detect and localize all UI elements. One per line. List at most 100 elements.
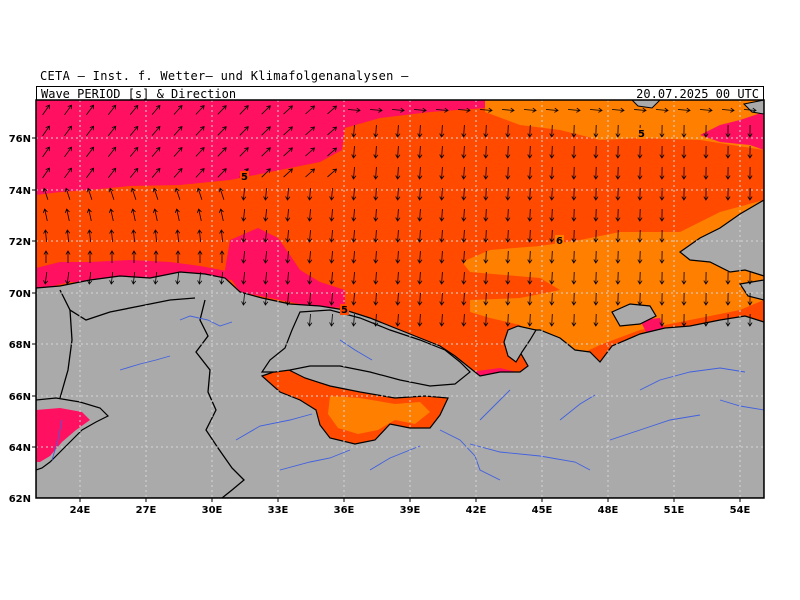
direction-arrow <box>109 229 115 243</box>
lon-label-36e: 36E <box>334 505 355 516</box>
contour-label-6: 6 <box>556 236 563 247</box>
direction-arrow <box>505 229 511 243</box>
direction-arrow <box>327 126 338 136</box>
direction-arrow <box>373 313 379 327</box>
direction-arrow <box>461 313 467 327</box>
lat-label-74n: 74N <box>9 186 31 197</box>
direction-arrow <box>461 124 467 138</box>
direction-arrow <box>571 313 577 327</box>
lat-label-70n: 70N <box>9 289 31 300</box>
direction-arrow <box>65 250 71 263</box>
direction-arrow <box>196 208 202 221</box>
direction-arrow <box>129 125 139 136</box>
direction-arrow <box>108 187 115 200</box>
lon-label-51e: 51E <box>664 505 685 516</box>
contour-label-5-b: 5 <box>638 129 645 140</box>
direction-arrow <box>725 313 731 327</box>
direction-arrow <box>395 187 401 201</box>
direction-arrow <box>219 229 225 243</box>
direction-arrow <box>195 126 205 136</box>
direction-arrow <box>197 250 203 263</box>
direction-arrow <box>152 208 158 221</box>
direction-arrow <box>637 145 643 159</box>
direction-arrow <box>239 126 249 136</box>
border-finland-russia <box>195 299 245 498</box>
direction-arrow <box>263 271 269 285</box>
direction-arrow <box>217 168 227 178</box>
direction-arrow <box>747 292 753 306</box>
direction-arrow <box>417 124 423 138</box>
direction-arrow <box>42 104 50 116</box>
land-svalbard <box>631 100 661 109</box>
direction-arrow <box>479 107 493 113</box>
direction-arrow <box>129 146 139 157</box>
direction-arrow <box>417 145 423 159</box>
direction-arrow <box>395 271 401 285</box>
direction-arrow <box>677 107 691 113</box>
direction-arrow <box>263 187 269 201</box>
lat-label-64n: 64N <box>9 443 31 454</box>
land-franz-josef <box>742 100 764 115</box>
direction-arrow <box>571 250 577 264</box>
direction-arrow <box>637 208 643 222</box>
direction-arrow <box>417 166 423 180</box>
direction-arrow <box>703 145 709 159</box>
direction-arrow <box>417 313 423 327</box>
direction-arrow <box>571 292 577 306</box>
land-east-coast <box>738 279 764 301</box>
direction-arrow <box>439 313 445 327</box>
direction-arrow <box>395 208 401 222</box>
direction-arrow <box>483 250 489 264</box>
direction-arrow <box>571 208 577 222</box>
direction-arrow <box>747 124 753 138</box>
direction-arrow <box>369 107 383 113</box>
direction-arrow <box>435 107 449 113</box>
direction-arrow <box>439 124 445 138</box>
direction-arrow <box>747 166 753 180</box>
direction-arrow <box>747 145 753 159</box>
lat-label-76n: 76N <box>9 134 31 145</box>
direction-arrow <box>197 271 203 285</box>
direction-arrow <box>395 250 401 264</box>
direction-arrow <box>593 292 599 306</box>
direction-arrow <box>659 124 665 138</box>
direction-arrow <box>42 208 48 221</box>
lat-label-68n: 68N <box>9 340 31 351</box>
direction-arrow <box>329 208 335 222</box>
direction-arrow <box>461 208 467 222</box>
direction-arrow <box>307 208 313 222</box>
lat-label-62n: 62N <box>9 494 31 505</box>
direction-arrow <box>395 292 401 306</box>
direction-arrow <box>637 250 643 264</box>
wave-direction-arrows <box>42 104 757 327</box>
direction-arrow <box>351 145 357 159</box>
direction-arrow <box>549 229 555 243</box>
direction-arrow <box>483 229 489 243</box>
direction-arrow <box>217 126 227 136</box>
direction-arrow <box>195 168 205 178</box>
direction-arrow <box>373 166 379 180</box>
direction-arrow <box>615 208 621 222</box>
direction-arrow <box>505 208 511 222</box>
direction-arrow <box>195 147 205 157</box>
lon-label-48e: 48E <box>598 505 619 516</box>
direction-arrow <box>615 145 621 159</box>
direction-arrow <box>131 229 137 243</box>
direction-arrow <box>505 187 511 201</box>
direction-arrow <box>285 271 291 285</box>
direction-arrow <box>439 145 445 159</box>
direction-arrow <box>699 107 713 113</box>
institute-title: CETA – Inst. f. Wetter– und Klimafolgena… <box>40 69 409 83</box>
latitude-labels: 76N 74N 72N 70N 68N 66N 64N 62N <box>9 134 31 505</box>
direction-arrow <box>151 146 161 157</box>
direction-arrow <box>86 104 95 116</box>
direction-arrow <box>64 167 72 179</box>
direction-arrow <box>173 125 183 136</box>
direction-arrow <box>439 166 445 180</box>
contour-labels: 5 5 5 6 <box>240 128 646 316</box>
direction-arrow <box>439 229 445 243</box>
direction-arrow <box>659 166 665 180</box>
direction-arrow <box>283 168 293 178</box>
direction-arrow <box>395 166 401 180</box>
direction-arrow <box>151 125 161 136</box>
